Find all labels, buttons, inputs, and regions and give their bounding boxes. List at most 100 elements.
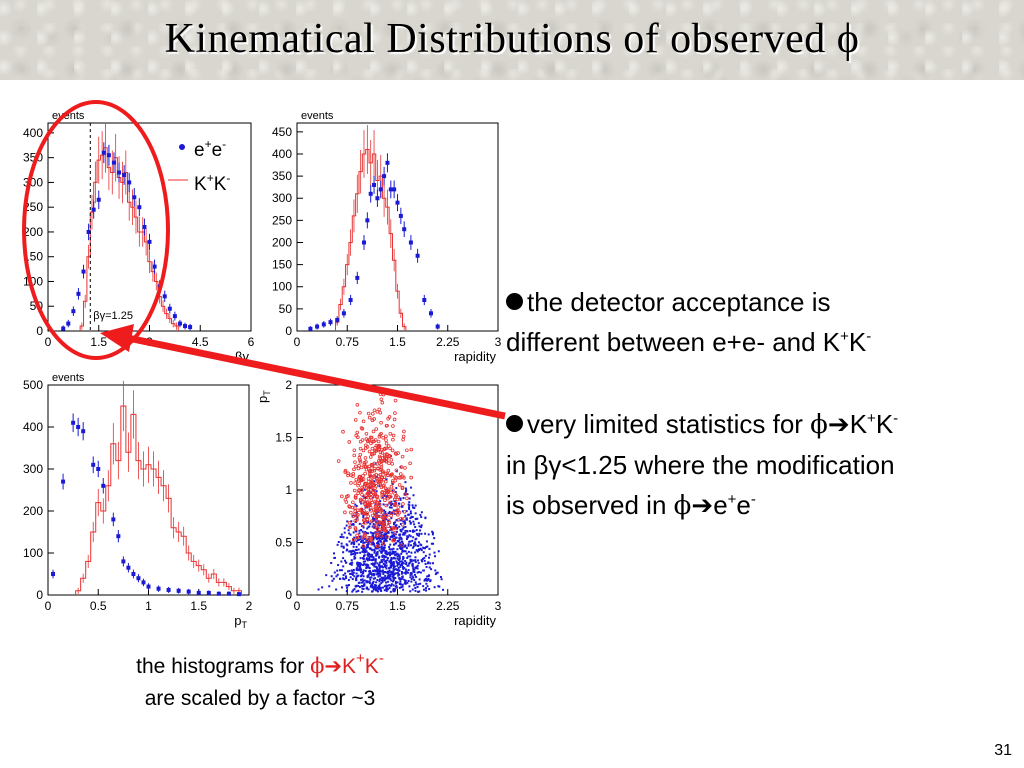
ee-data-point xyxy=(358,529,361,532)
kk-data-point xyxy=(381,469,385,474)
ee-data-point xyxy=(371,586,374,589)
ee-data-point xyxy=(380,570,383,573)
kk-data-point xyxy=(402,429,406,434)
ee-data-point xyxy=(409,558,412,561)
ee-data-point xyxy=(388,187,393,192)
ee-data-point xyxy=(424,532,427,535)
ee-data-point xyxy=(362,495,365,498)
kk-data-point xyxy=(351,474,355,478)
ee-data-point xyxy=(368,570,371,573)
ee-data-point xyxy=(126,565,131,570)
ee-data-point xyxy=(369,522,372,525)
kk-data-point xyxy=(391,538,395,543)
ee-data-point xyxy=(378,561,381,564)
kk-data-point xyxy=(393,510,398,515)
ee-data-point xyxy=(348,532,351,535)
ee-data-point xyxy=(389,535,392,538)
ee-data-point xyxy=(410,486,413,489)
ee-data-point xyxy=(345,590,348,593)
ee-data-point xyxy=(376,551,379,554)
ee-data-point xyxy=(385,561,388,564)
ee-data-point xyxy=(377,542,380,545)
ee-data-point xyxy=(342,577,345,580)
ee-data-point xyxy=(355,518,358,521)
kk-data-point xyxy=(366,514,370,519)
ee-data-point xyxy=(372,541,375,544)
x-tick-label: 1.5 xyxy=(190,599,207,613)
ee-data-point xyxy=(390,528,393,531)
ee-data-point xyxy=(378,583,381,586)
bullet-text: K xyxy=(848,327,867,357)
ee-data-point xyxy=(351,561,354,564)
ee-data-point xyxy=(424,517,427,520)
ee-data-point xyxy=(383,558,386,561)
ee-data-point xyxy=(376,547,379,550)
ee-data-point xyxy=(365,532,368,535)
kk-data-point xyxy=(380,451,385,455)
kk-data-point xyxy=(391,488,395,493)
ee-data-point xyxy=(420,559,423,562)
ee-data-point xyxy=(353,575,356,578)
ee-data-point xyxy=(422,588,425,591)
ee-data-point xyxy=(376,510,379,513)
kk-data-point xyxy=(384,479,388,484)
ee-data-point xyxy=(162,294,167,299)
y-tick-label: 250 xyxy=(23,200,43,214)
ee-data-point xyxy=(395,536,398,539)
ee-data-point xyxy=(375,554,378,557)
kk-data-point xyxy=(400,485,405,490)
ee-data-point xyxy=(415,529,418,532)
ee-data-point xyxy=(416,517,419,520)
kk-data-point xyxy=(402,509,407,514)
ee-data-point xyxy=(348,298,353,303)
ee-data-point xyxy=(378,485,381,488)
ee-data-point xyxy=(373,558,376,561)
ee-data-point xyxy=(382,503,385,506)
kk-data-point xyxy=(371,483,375,487)
ee-data-point xyxy=(359,551,362,554)
ee-data-point xyxy=(409,574,412,577)
phi-symbol: ϕ xyxy=(810,410,828,440)
ee-data-point xyxy=(389,526,392,529)
ee-data-point xyxy=(131,572,136,576)
ee-data-point xyxy=(359,571,362,574)
kk-data-point xyxy=(392,417,397,422)
kk-data-point xyxy=(383,515,387,520)
ee-data-point xyxy=(365,550,368,553)
highlight-ellipse xyxy=(22,100,170,360)
kk-data-point xyxy=(376,439,381,444)
kk-data-point xyxy=(409,475,413,480)
bullet-acceptance: the detector acceptance is different bet… xyxy=(506,282,1021,362)
ee-data-point xyxy=(385,553,388,556)
kk-data-point xyxy=(408,461,412,466)
ee-data-point xyxy=(394,554,397,557)
ee-data-point xyxy=(350,523,353,526)
ee-data-point xyxy=(365,218,370,223)
x-tick-label: 2.25 xyxy=(436,599,460,613)
ee-data-point xyxy=(372,556,375,559)
ee-data-point xyxy=(399,497,402,500)
kk-data-point xyxy=(374,495,379,499)
ee-data-point xyxy=(411,563,414,566)
y-tick-label: 400 xyxy=(23,126,43,140)
ee-data-point xyxy=(399,560,402,563)
kk-data-point xyxy=(356,483,360,488)
ee-data-point xyxy=(409,540,412,543)
kk-data-point xyxy=(347,440,352,444)
ee-data-point xyxy=(417,583,420,586)
ee-data-point xyxy=(401,560,404,563)
kk-data-point xyxy=(386,468,391,473)
ee-data-point xyxy=(370,590,373,593)
ee-data-point xyxy=(429,311,433,316)
ee-data-point xyxy=(383,579,386,582)
ee-data-point xyxy=(362,541,365,544)
ee-data-point xyxy=(385,518,388,521)
ee-data-point xyxy=(317,588,320,591)
page-number: 31 xyxy=(994,742,1012,759)
ee-data-point xyxy=(122,173,127,177)
kk-data-point xyxy=(401,502,405,506)
kk-data-point xyxy=(353,495,358,500)
x-tick-label: 0 xyxy=(294,335,301,349)
ee-data-point xyxy=(392,567,395,570)
ee-data-point xyxy=(360,489,363,492)
